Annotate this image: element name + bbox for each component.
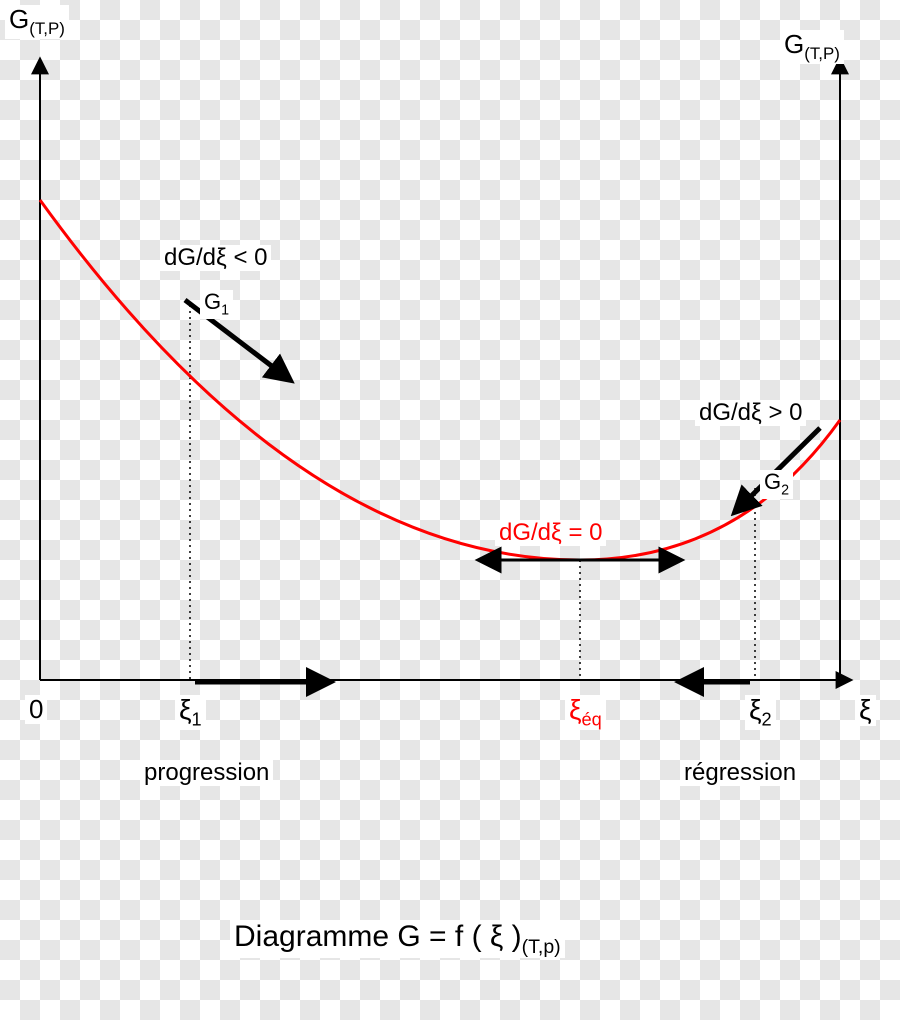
- xi2-label: ξ2: [745, 695, 776, 730]
- xi_eq-label: ξéq: [565, 695, 606, 730]
- gibbs-diagram: [0, 0, 900, 1020]
- caption-label: Diagramme G = f ( ξ )(T,p): [230, 920, 565, 958]
- xi-label: ξ: [855, 695, 876, 726]
- dg_neg-label: dG/dξ < 0: [160, 245, 271, 271]
- origin-label: 0: [25, 695, 47, 724]
- g1-label: G1: [200, 290, 233, 319]
- dg_zero-label: dG/dξ = 0: [495, 520, 606, 546]
- regression-label: régression: [680, 760, 800, 786]
- dg_pos-label: dG/dξ > 0: [695, 400, 806, 426]
- progression-label: progression: [140, 760, 273, 786]
- g2-label: G2: [760, 470, 793, 499]
- xi1-label: ξ1: [175, 695, 206, 730]
- y_left-label: G(T,P): [5, 5, 69, 39]
- y_right-label: G(T,P): [780, 30, 844, 64]
